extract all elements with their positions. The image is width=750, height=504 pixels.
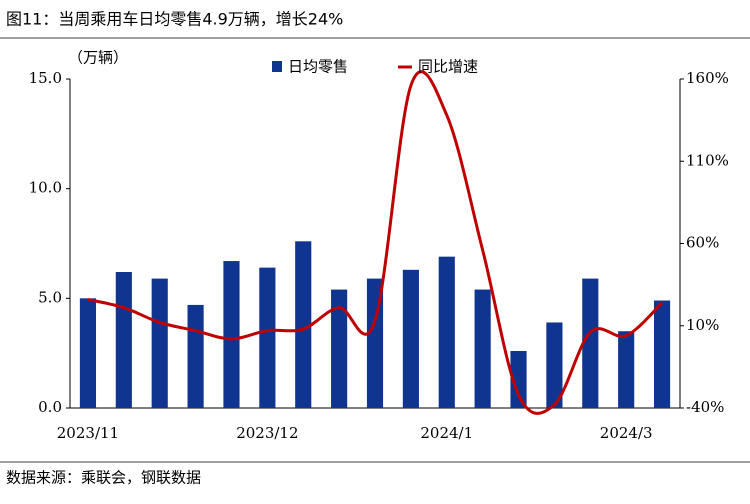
chart-title: 图11：当周乘用车日均零售4.9万辆，增长24% [6,10,343,29]
x-tick-label: 2023/11 [57,424,119,442]
y2-tick-label: -40% [686,398,724,416]
bar [402,269,419,408]
y2-tick-label: 160% [686,69,729,87]
x-tick-label: 2024/1 [420,424,473,442]
bar [295,241,312,408]
bar [653,300,671,408]
bar [79,298,97,408]
bar [510,350,527,408]
line [87,70,664,415]
x-tick-label: 2024/3 [600,424,653,442]
x-tick-label: 2023/12 [236,424,298,442]
bar [223,261,240,408]
y-tick-label: 10.0 [29,179,62,197]
y-tick-label: 5.0 [38,288,62,306]
bar [438,256,455,408]
y-tick-label: 0.0 [38,398,62,416]
y-tick-label: 15.0 [29,69,62,87]
legend-swatch [272,61,282,72]
bar [151,278,168,408]
bar [259,267,276,408]
bar [618,331,635,408]
y2-tick-label: 110% [686,151,729,169]
y-axis-unit: （万辆） [68,49,128,67]
legend-label: 同比增速 [418,58,478,76]
y2-tick-label: 10% [686,316,719,334]
y2-tick-label: 60% [686,234,719,252]
bar [115,272,132,408]
bar [582,278,599,408]
bar [187,304,204,408]
source: 数据来源：乘联会，钢联数据 [6,469,201,487]
legend-label: 日均零售 [288,58,348,76]
bar [546,322,563,408]
bar [331,289,348,408]
bar [474,289,491,408]
